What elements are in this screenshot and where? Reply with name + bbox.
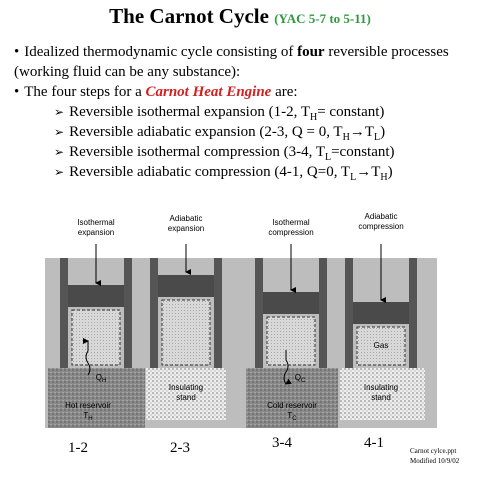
heat-label: QH: [96, 373, 107, 384]
sub: L: [374, 132, 381, 143]
step: Reversible isothermal compression (3-4, …: [54, 142, 474, 163]
title-ref: (YAC 5-7 to 5-11): [274, 11, 371, 26]
cylinders: [48, 244, 425, 428]
step-label: 3-4: [272, 435, 292, 451]
text: Reversible adiabatic compression (4-1, Q…: [69, 164, 351, 180]
heat-label: QC: [295, 373, 306, 384]
label: expansion: [168, 224, 204, 233]
text: Reversible isothermal expansion (1-2, T: [69, 104, 310, 120]
label: Adiabatic: [170, 214, 203, 223]
sub: L: [324, 152, 332, 163]
stand-label: stand: [371, 393, 391, 402]
step-label: 4-1: [364, 435, 384, 451]
title-text: The Carnot Cycle: [109, 4, 269, 28]
body-text: Idealized thermodynamic cycle consisting…: [14, 42, 474, 183]
label: compression: [358, 222, 403, 231]
sub: C: [301, 378, 306, 384]
footnote: Carnot cylce.ppt: [410, 447, 456, 455]
sub: C: [292, 416, 297, 422]
text: T: [83, 411, 88, 420]
text: →T: [356, 164, 381, 180]
step: Reversible adiabatic compression (4-1, Q…: [54, 162, 474, 183]
text: are:: [271, 84, 298, 100]
footnote: Modified 10/9/02: [410, 457, 460, 465]
label: Adiabatic: [365, 212, 398, 221]
text: ): [387, 164, 393, 180]
stand-label: Insulating: [364, 383, 398, 392]
sub: H: [309, 112, 318, 123]
reservoir-label: TC: [287, 411, 297, 422]
text: Carnot Heat Engine: [145, 84, 272, 100]
label: compression: [268, 228, 313, 237]
stand-label: Insulating: [169, 383, 203, 392]
reservoir-label: TH: [83, 411, 92, 422]
text: = constant): [317, 104, 385, 120]
label: Isothermal: [77, 218, 115, 227]
sub: H: [342, 132, 350, 143]
step-list: Reversible isothermal expansion (1-2, TH…: [14, 102, 474, 183]
text: Reversible isothermal compression (3-4, …: [69, 144, 325, 160]
text: Q: [295, 373, 301, 382]
text: =constant): [331, 144, 395, 160]
text: Idealized thermodynamic cycle consisting…: [24, 44, 298, 60]
text: Q: [96, 373, 102, 382]
step: Reversible isothermal expansion (1-2, TH…: [54, 102, 474, 123]
title: The Carnot Cycle (YAC 5-7 to 5-11): [0, 4, 480, 29]
stand-label: stand: [176, 393, 196, 402]
text: →T: [349, 124, 374, 140]
text: Reversible adiabatic expansion (2-3, Q =…: [69, 124, 343, 140]
text: four: [297, 44, 325, 60]
bullet: The four steps for a Carnot Heat Engine …: [14, 82, 474, 102]
reservoir-label: Cold reservoir: [267, 401, 317, 410]
sub: H: [380, 172, 388, 183]
reservoir-label: Hot reservoir: [65, 401, 111, 410]
label: expansion: [78, 228, 114, 237]
sub: L: [350, 172, 357, 183]
gas-label: Gas: [374, 341, 389, 350]
text: The four steps for a: [24, 84, 146, 100]
step-label: 1-2: [68, 440, 88, 456]
sub: H: [102, 378, 106, 384]
label: Isothermal: [272, 218, 310, 227]
step: Reversible adiabatic expansion (2-3, Q =…: [54, 122, 474, 143]
step-label: 2-3: [170, 440, 190, 456]
sub: H: [88, 416, 92, 422]
text: T: [287, 411, 292, 420]
text: ): [380, 124, 386, 140]
bullet: Idealized thermodynamic cycle consisting…: [14, 42, 474, 82]
text: reversible processes (working fluid can …: [14, 44, 449, 80]
